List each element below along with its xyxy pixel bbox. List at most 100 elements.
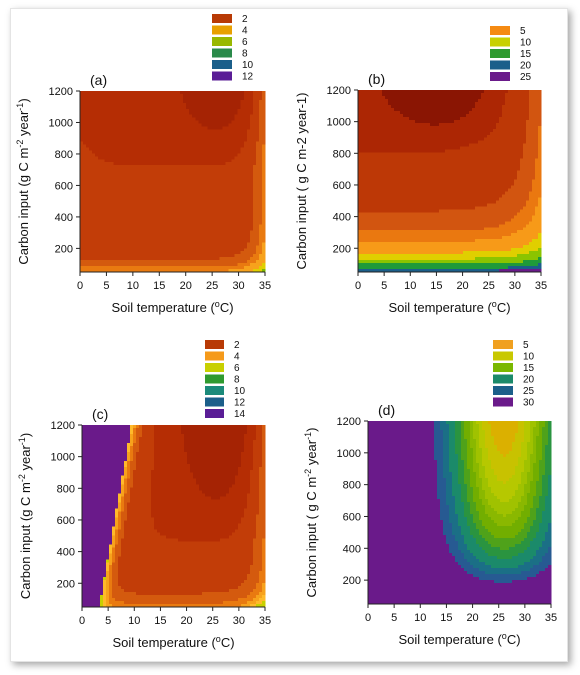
contour-cell [152, 177, 157, 181]
contour-cell [131, 236, 136, 240]
contour-cell [107, 177, 111, 181]
contour-cell [158, 138, 163, 143]
contour-cell [113, 212, 117, 217]
contour-cell [80, 257, 84, 261]
contour-cell [119, 147, 124, 151]
contour-cell [149, 221, 154, 226]
contour-cell [143, 159, 148, 163]
contour-cell [86, 147, 90, 151]
contour-cell [158, 242, 163, 246]
legend-swatch [212, 37, 232, 46]
contour-cell [167, 218, 172, 223]
contour-cell [174, 206, 178, 211]
contour-cell [174, 194, 178, 199]
contour-cell [167, 191, 172, 196]
contour-cell [158, 108, 163, 113]
contour-cell [140, 263, 145, 267]
contour-cell [128, 191, 133, 196]
contour-cell [101, 159, 105, 163]
contour-cell [89, 182, 93, 187]
contour-cell [98, 251, 102, 255]
contour-cell [101, 218, 105, 223]
contour-cell [125, 123, 130, 128]
contour-cell [155, 215, 160, 220]
x-tick-label: 5 [103, 280, 109, 292]
contour-cell [104, 197, 108, 202]
contour-cell [164, 144, 169, 148]
contour-cell [140, 144, 145, 148]
contour-cell [107, 221, 111, 226]
contour-cell [152, 251, 157, 255]
contour-cell [125, 165, 130, 169]
contour-cell [177, 150, 181, 154]
contour-cell [95, 209, 99, 214]
contour-cell [137, 174, 142, 178]
contour-cell [146, 209, 151, 214]
contour-cell [146, 230, 151, 235]
contour-cell [134, 99, 139, 104]
contour-cell [98, 221, 102, 226]
contour-cell [158, 135, 163, 140]
contour-cell [155, 96, 160, 101]
contour-cell [167, 185, 172, 190]
contour-cell [116, 144, 121, 148]
contour-cell [134, 156, 139, 160]
contour-cell [140, 224, 145, 229]
contour-cell [152, 117, 157, 122]
contour-cell [125, 233, 130, 237]
contour-cell [95, 171, 99, 175]
contour-cell [86, 263, 90, 267]
contour-cell [92, 93, 96, 98]
contour-cell [131, 174, 136, 178]
contour-cell [98, 91, 102, 95]
contour-cell [161, 197, 166, 202]
contour-cell [80, 221, 84, 226]
contour-cell [134, 245, 139, 249]
contour-cell [137, 266, 142, 270]
contour-cell [143, 218, 148, 223]
contour-cell [95, 218, 99, 223]
legend-label: 2 [242, 14, 248, 25]
contour-cell [143, 203, 148, 208]
contour-cell [137, 147, 142, 151]
contour-cell [116, 168, 121, 172]
contour-cell [104, 93, 108, 98]
contour-cell [131, 180, 136, 184]
contour-cell [140, 194, 145, 199]
contour-cell [170, 224, 175, 229]
contour-cell [92, 138, 96, 143]
contour-cell [164, 126, 169, 131]
contour-cell [98, 105, 102, 110]
contour-cell [137, 251, 142, 255]
contour-cell [83, 269, 87, 273]
contour-cell [113, 239, 117, 243]
contour-cell [86, 197, 90, 202]
contour-cell [174, 203, 178, 208]
contour-cell [116, 102, 121, 107]
contour-cell [155, 245, 160, 249]
contour-cell [125, 168, 130, 172]
contour-cell [80, 156, 84, 160]
contour-cell [95, 117, 99, 122]
contour-cell [143, 138, 148, 143]
contour-cell [119, 218, 124, 223]
contour-cell [83, 185, 87, 190]
contour-cell [92, 263, 96, 267]
contour-cell [152, 197, 157, 202]
contour-cell [152, 111, 157, 116]
contour-cell [95, 141, 99, 146]
contour-cell [104, 200, 108, 205]
contour-cell [119, 114, 124, 119]
contour-cell [152, 102, 157, 107]
contour-cell [137, 254, 142, 258]
contour-cell [104, 245, 108, 249]
contour-cell [131, 177, 136, 181]
contour-cell [113, 144, 117, 148]
contour-cell [134, 263, 139, 267]
contour-cell [167, 156, 172, 160]
contour-cell [167, 171, 172, 175]
contour-cell [128, 120, 133, 125]
contour-cell [95, 93, 99, 98]
contour-cell [80, 174, 84, 178]
contour-cell [174, 200, 178, 205]
